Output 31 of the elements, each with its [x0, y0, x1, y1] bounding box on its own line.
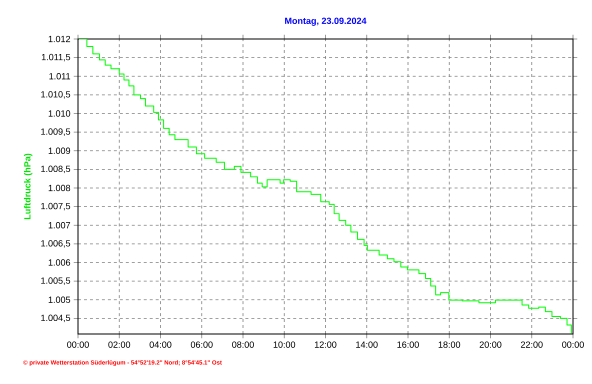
y-tick-label: 1.005 — [48, 296, 70, 303]
y-tick-label: 1.010 — [48, 110, 70, 117]
x-tick-label: 06:00 — [190, 341, 213, 348]
y-tick-label: 1.007 — [48, 222, 70, 228]
y-tick-label: 1.008 — [48, 184, 70, 192]
x-tick-label: 10:00 — [274, 341, 296, 348]
x-tick-label: 00:00 — [67, 341, 89, 348]
x-tick-label: 22:00 — [520, 341, 543, 348]
y-tick-label: 1.012 — [48, 36, 70, 42]
x-tick-label: 18:00 — [438, 341, 460, 348]
y-axis-title: Luftdruck (hPa) — [24, 154, 32, 220]
y-tick-label: 1.008,5 — [41, 166, 70, 174]
y-tick-label: 1.011,5 — [42, 54, 70, 62]
x-tick-label: 16:00 — [397, 341, 419, 348]
y-tick-label: 1.005,5 — [41, 277, 70, 285]
y-tick-label: 1.009,5 — [41, 128, 70, 136]
y-tick-label: 1.011 — [49, 73, 70, 80]
x-tick-label: 08:00 — [232, 341, 254, 348]
y-tick-label: 1.004,5 — [41, 314, 70, 322]
x-tick-label: 20:00 — [480, 341, 502, 348]
x-tick-label: 14:00 — [356, 341, 378, 348]
x-tick-label: 12:00 — [314, 341, 336, 348]
y-tick-label: 1.007,5 — [41, 202, 70, 210]
y-tick-label: 1.009 — [48, 148, 70, 154]
x-tick-label: 04:00 — [150, 341, 172, 348]
x-tick-label: 02:00 — [108, 341, 130, 348]
y-tick-label: 1.006 — [48, 259, 70, 266]
chart-title: Montag, 23.09.2024 — [285, 18, 366, 26]
y-tick-label: 1.010,5 — [41, 91, 70, 99]
y-tick-label: 1.006,5 — [41, 240, 70, 248]
x-tick-label: 00:00 — [562, 341, 584, 348]
